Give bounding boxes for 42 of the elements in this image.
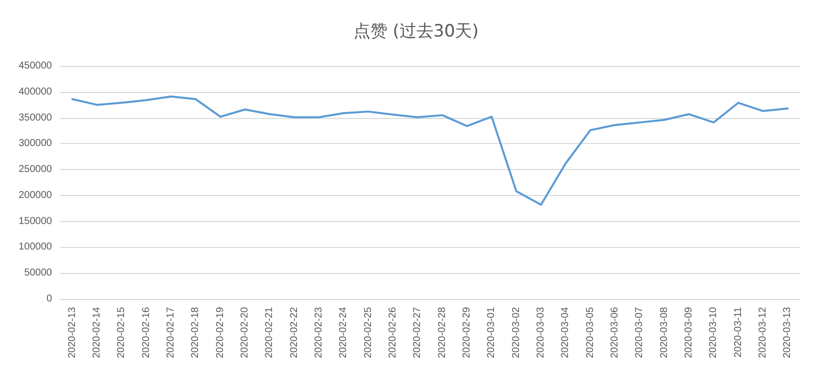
x-tick-label: 2020-02-21	[264, 306, 276, 358]
x-tick-label: 2020-02-14	[92, 306, 102, 358]
x-tick-label: 2020-02-26	[388, 306, 398, 358]
x-tick-label: 2020-03-02	[510, 306, 522, 358]
x-tick-label: 2020-03-08	[658, 306, 670, 358]
y-tick-label: 450000	[18, 60, 52, 72]
x-tick-label: 2020-02-27	[412, 306, 424, 358]
x-tick-label: 2020-02-29	[462, 306, 472, 358]
x-tick-label: 2020-02-20	[240, 306, 250, 358]
y-tick-label: 300000	[18, 138, 52, 150]
x-tick-label: 2020-03-04	[560, 306, 572, 358]
x-tick-label: 2020-02-13	[66, 306, 78, 358]
x-tick-label: 2020-03-13	[782, 306, 794, 358]
x-tick-label: 2020-02-24	[338, 306, 350, 358]
y-tick-label: 350000	[18, 112, 52, 124]
x-tick-label: 2020-02-23	[314, 306, 324, 358]
x-tick-label: 2020-03-12	[758, 306, 768, 358]
x-tick-label: 2020-02-22	[288, 306, 300, 358]
x-tick-label: 2020-02-28	[436, 306, 448, 358]
y-tick-label: 250000	[18, 164, 52, 176]
x-tick-label: 2020-02-19	[214, 306, 226, 358]
x-tick-label: 2020-03-09	[684, 306, 694, 358]
y-tick-label: 100000	[18, 242, 52, 253]
y-tick-label: 400000	[18, 86, 52, 98]
chart-title: 点赞 (过去30天)	[353, 22, 479, 42]
x-tick-label: 2020-03-11	[732, 306, 744, 358]
x-tick-label: 2020-03-05	[584, 306, 596, 358]
x-tick-label: 2020-02-17	[166, 306, 176, 358]
x-tick-label: 2020-03-10	[708, 306, 720, 358]
x-tick-label: 2020-02-18	[190, 306, 202, 358]
x-tick-label: 2020-03-01	[486, 306, 498, 358]
line-series	[71, 96, 789, 206]
x-tick-label: 2020-03-06	[610, 306, 620, 358]
y-tick-label: 0	[46, 294, 52, 304]
x-tick-label: 2020-02-15	[116, 306, 128, 358]
x-tick-label: 2020-02-16	[140, 306, 152, 358]
x-tick-label: 2020-03-03	[536, 306, 546, 358]
y-tick-label: 150000	[18, 216, 52, 227]
y-tick-label: 200000	[18, 190, 52, 201]
x-tick-label: 2020-03-07	[634, 306, 646, 358]
x-tick-label: 2020-02-25	[362, 306, 374, 358]
y-tick-label: 50000	[24, 268, 52, 279]
